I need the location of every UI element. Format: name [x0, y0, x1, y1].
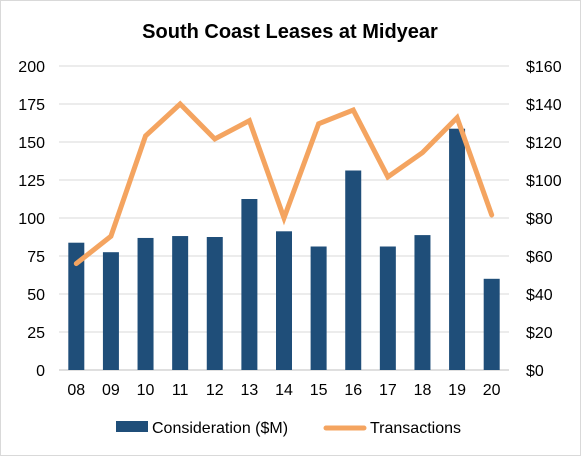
left-axis-ticks: 0 25 50 75 100 125 150 175 200 [18, 59, 45, 380]
legend-swatch-consideration [116, 421, 148, 432]
line-series [73, 100, 495, 267]
right-tick-label: $160 [526, 59, 562, 76]
bar-consideration [241, 199, 258, 370]
x-tick-label: 12 [206, 382, 224, 399]
right-tick-label: $0 [526, 363, 544, 380]
left-tick-label: 75 [27, 249, 45, 266]
left-tick-label: 150 [18, 135, 45, 152]
bar-consideration [310, 246, 327, 370]
left-tick-label: 125 [18, 173, 45, 190]
left-tick-label: 200 [18, 59, 45, 76]
bar-consideration [345, 170, 362, 370]
right-tick-label: $60 [526, 249, 553, 266]
legend-label-transactions: Transactions [370, 420, 461, 437]
x-tick-label: 14 [275, 382, 293, 399]
left-tick-label: 100 [18, 211, 45, 228]
x-tick-label: 20 [483, 382, 501, 399]
chart-title: South Coast Leases at Midyear [142, 21, 438, 43]
x-tick-label: 17 [379, 382, 397, 399]
bar-consideration [206, 237, 223, 370]
x-tick-label: 08 [67, 382, 85, 399]
left-tick-label: 0 [36, 363, 45, 380]
bar-consideration [137, 237, 154, 370]
x-tick-label: 16 [344, 382, 362, 399]
x-tick-label: 10 [137, 382, 155, 399]
bar-series [68, 128, 500, 370]
x-tick-label: 11 [172, 382, 189, 399]
bar-consideration [102, 252, 119, 370]
x-tick-label: 13 [240, 382, 258, 399]
legend-label-consideration: Consideration ($M) [152, 420, 288, 437]
right-tick-label: $140 [526, 97, 562, 114]
right-tick-label: $120 [526, 135, 562, 152]
bar-consideration [379, 246, 396, 370]
left-tick-label: 50 [27, 287, 45, 304]
x-axis-ticks: 08 09 10 11 12 13 14 15 16 17 18 19 20 [67, 382, 500, 399]
bar-consideration [414, 235, 431, 370]
x-tick-label: 19 [448, 382, 466, 399]
bar-consideration [449, 128, 466, 370]
right-axis-ticks: $0 $20 $40 $60 $80 $100 $120 $140 $160 [526, 59, 562, 380]
right-tick-label: $80 [526, 211, 553, 228]
legend: Consideration ($M) Transactions [116, 420, 461, 437]
x-tick-label: 18 [414, 382, 432, 399]
bar-consideration [483, 278, 500, 370]
left-tick-label: 175 [18, 97, 45, 114]
left-tick-label: 25 [27, 325, 45, 342]
x-tick-label: 09 [102, 382, 120, 399]
right-tick-label: $100 [526, 173, 562, 190]
x-tick-label: 15 [310, 382, 328, 399]
bar-consideration [68, 242, 85, 370]
bar-consideration [172, 236, 189, 370]
right-tick-label: $20 [526, 325, 553, 342]
right-tick-label: $40 [526, 287, 553, 304]
bar-consideration [276, 231, 292, 370]
